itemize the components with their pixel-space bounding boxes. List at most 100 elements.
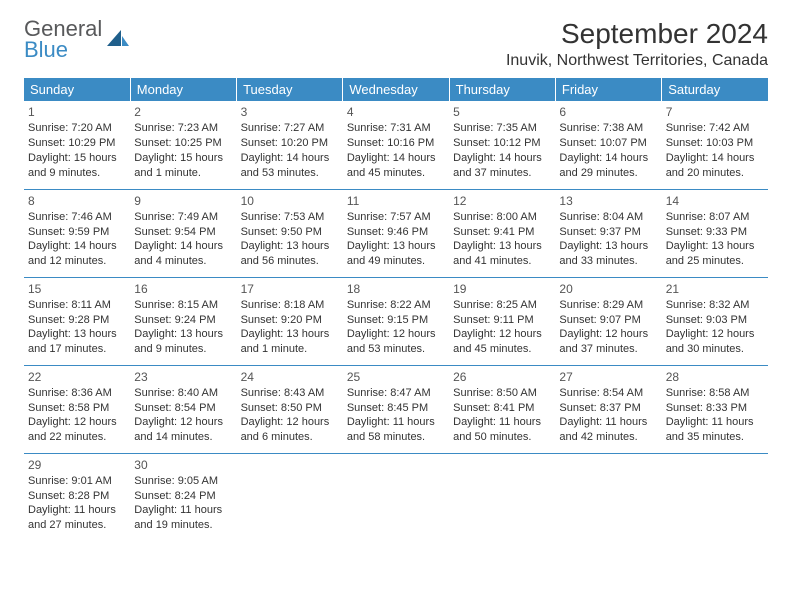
sunrise-text: Sunrise: 8:29 AM	[559, 298, 657, 313]
calendar-cell: 21Sunrise: 8:32 AMSunset: 9:03 PMDayligh…	[662, 277, 768, 365]
logo-blue: Blue	[24, 39, 102, 61]
sunrise-text: Sunrise: 8:07 AM	[666, 210, 764, 225]
sunset-text: Sunset: 10:12 PM	[453, 136, 551, 151]
calendar-cell: 27Sunrise: 8:54 AMSunset: 8:37 PMDayligh…	[555, 365, 661, 453]
sunset-text: Sunset: 9:59 PM	[28, 225, 126, 240]
day-number: 14	[666, 193, 764, 209]
day-number: 29	[28, 457, 126, 473]
sunrise-text: Sunrise: 8:32 AM	[666, 298, 764, 313]
page-title: September 2024	[506, 18, 768, 50]
calendar-cell: 24Sunrise: 8:43 AMSunset: 8:50 PMDayligh…	[237, 365, 343, 453]
daylight-text: Daylight: 13 hours and 56 minutes.	[241, 239, 339, 269]
daylight-text: Daylight: 14 hours and 45 minutes.	[347, 151, 445, 181]
daylight-text: Daylight: 12 hours and 22 minutes.	[28, 415, 126, 445]
sunset-text: Sunset: 10:29 PM	[28, 136, 126, 151]
daylight-text: Daylight: 14 hours and 12 minutes.	[28, 239, 126, 269]
sunset-text: Sunset: 8:41 PM	[453, 401, 551, 416]
daylight-text: Daylight: 12 hours and 6 minutes.	[241, 415, 339, 445]
daylight-text: Daylight: 14 hours and 53 minutes.	[241, 151, 339, 181]
day-number: 23	[134, 369, 232, 385]
day-number: 4	[347, 104, 445, 120]
sunrise-text: Sunrise: 8:40 AM	[134, 386, 232, 401]
day-number: 16	[134, 281, 232, 297]
day-number: 21	[666, 281, 764, 297]
sunset-text: Sunset: 8:24 PM	[134, 489, 232, 504]
sunset-text: Sunset: 10:20 PM	[241, 136, 339, 151]
daylight-text: Daylight: 14 hours and 37 minutes.	[453, 151, 551, 181]
day-number: 30	[134, 457, 232, 473]
calendar-cell: 14Sunrise: 8:07 AMSunset: 9:33 PMDayligh…	[662, 189, 768, 277]
calendar-table: Sunday Monday Tuesday Wednesday Thursday…	[24, 78, 768, 541]
day-number: 19	[453, 281, 551, 297]
sunset-text: Sunset: 9:37 PM	[559, 225, 657, 240]
sunrise-text: Sunrise: 8:36 AM	[28, 386, 126, 401]
sunset-text: Sunset: 9:46 PM	[347, 225, 445, 240]
sunset-text: Sunset: 9:41 PM	[453, 225, 551, 240]
daylight-text: Daylight: 12 hours and 53 minutes.	[347, 327, 445, 357]
logo: General Blue	[24, 18, 129, 61]
daylight-text: Daylight: 13 hours and 17 minutes.	[28, 327, 126, 357]
sunset-text: Sunset: 10:25 PM	[134, 136, 232, 151]
sunset-text: Sunset: 8:28 PM	[28, 489, 126, 504]
sunset-text: Sunset: 9:11 PM	[453, 313, 551, 328]
weekday-header: Tuesday	[237, 78, 343, 101]
sunset-text: Sunset: 8:54 PM	[134, 401, 232, 416]
day-number: 28	[666, 369, 764, 385]
daylight-text: Daylight: 13 hours and 9 minutes.	[134, 327, 232, 357]
calendar-cell	[343, 453, 449, 541]
sunrise-text: Sunrise: 7:53 AM	[241, 210, 339, 225]
day-number: 15	[28, 281, 126, 297]
calendar-row: 8Sunrise: 7:46 AMSunset: 9:59 PMDaylight…	[24, 189, 768, 277]
day-number: 2	[134, 104, 232, 120]
daylight-text: Daylight: 13 hours and 49 minutes.	[347, 239, 445, 269]
sunrise-text: Sunrise: 8:25 AM	[453, 298, 551, 313]
day-number: 5	[453, 104, 551, 120]
weekday-header: Sunday	[24, 78, 130, 101]
day-number: 13	[559, 193, 657, 209]
daylight-text: Daylight: 13 hours and 33 minutes.	[559, 239, 657, 269]
sunset-text: Sunset: 9:54 PM	[134, 225, 232, 240]
calendar-cell: 22Sunrise: 8:36 AMSunset: 8:58 PMDayligh…	[24, 365, 130, 453]
sunrise-text: Sunrise: 7:42 AM	[666, 121, 764, 136]
sunrise-text: Sunrise: 7:46 AM	[28, 210, 126, 225]
sunrise-text: Sunrise: 8:54 AM	[559, 386, 657, 401]
daylight-text: Daylight: 12 hours and 14 minutes.	[134, 415, 232, 445]
weekday-header: Friday	[555, 78, 661, 101]
day-number: 27	[559, 369, 657, 385]
daylight-text: Daylight: 12 hours and 45 minutes.	[453, 327, 551, 357]
sunset-text: Sunset: 9:33 PM	[666, 225, 764, 240]
calendar-row: 22Sunrise: 8:36 AMSunset: 8:58 PMDayligh…	[24, 365, 768, 453]
calendar-cell	[237, 453, 343, 541]
calendar-cell: 19Sunrise: 8:25 AMSunset: 9:11 PMDayligh…	[449, 277, 555, 365]
daylight-text: Daylight: 14 hours and 20 minutes.	[666, 151, 764, 181]
daylight-text: Daylight: 13 hours and 41 minutes.	[453, 239, 551, 269]
sunrise-text: Sunrise: 7:57 AM	[347, 210, 445, 225]
calendar-cell: 20Sunrise: 8:29 AMSunset: 9:07 PMDayligh…	[555, 277, 661, 365]
calendar-row: 1Sunrise: 7:20 AMSunset: 10:29 PMDayligh…	[24, 101, 768, 189]
day-number: 10	[241, 193, 339, 209]
daylight-text: Daylight: 13 hours and 1 minute.	[241, 327, 339, 357]
sunrise-text: Sunrise: 8:43 AM	[241, 386, 339, 401]
day-number: 11	[347, 193, 445, 209]
sunrise-text: Sunrise: 7:31 AM	[347, 121, 445, 136]
daylight-text: Daylight: 14 hours and 4 minutes.	[134, 239, 232, 269]
sunset-text: Sunset: 9:24 PM	[134, 313, 232, 328]
sunrise-text: Sunrise: 8:58 AM	[666, 386, 764, 401]
daylight-text: Daylight: 13 hours and 25 minutes.	[666, 239, 764, 269]
weekday-header: Thursday	[449, 78, 555, 101]
calendar-cell: 17Sunrise: 8:18 AMSunset: 9:20 PMDayligh…	[237, 277, 343, 365]
daylight-text: Daylight: 11 hours and 58 minutes.	[347, 415, 445, 445]
sunset-text: Sunset: 9:15 PM	[347, 313, 445, 328]
day-number: 22	[28, 369, 126, 385]
daylight-text: Daylight: 15 hours and 1 minute.	[134, 151, 232, 181]
title-block: September 2024 Inuvik, Northwest Territo…	[506, 18, 768, 70]
calendar-cell: 18Sunrise: 8:22 AMSunset: 9:15 PMDayligh…	[343, 277, 449, 365]
calendar-cell: 29Sunrise: 9:01 AMSunset: 8:28 PMDayligh…	[24, 453, 130, 541]
calendar-cell: 3Sunrise: 7:27 AMSunset: 10:20 PMDayligh…	[237, 101, 343, 189]
sunset-text: Sunset: 8:58 PM	[28, 401, 126, 416]
weekday-header: Monday	[130, 78, 236, 101]
calendar-cell: 25Sunrise: 8:47 AMSunset: 8:45 PMDayligh…	[343, 365, 449, 453]
day-number: 24	[241, 369, 339, 385]
sunset-text: Sunset: 9:07 PM	[559, 313, 657, 328]
daylight-text: Daylight: 11 hours and 27 minutes.	[28, 503, 126, 533]
